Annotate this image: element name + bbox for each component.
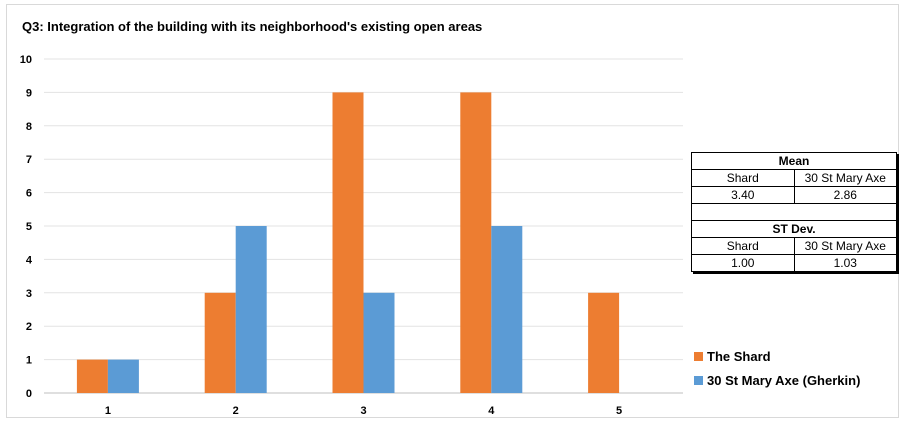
stdev-col-gherkin: 30 St Mary Axe bbox=[793, 237, 897, 255]
legend-label-shard: The Shard bbox=[707, 348, 771, 364]
stats-panel: Mean Shard 30 St Mary Axe 3.40 2.86 ST D… bbox=[691, 152, 897, 272]
mean-col-shard: Shard bbox=[691, 169, 795, 187]
stdev-value-gherkin: 1.03 bbox=[793, 254, 897, 272]
y-tick-label: 8 bbox=[26, 121, 32, 133]
bar-gherkin-4 bbox=[491, 226, 523, 393]
x-tick-label: 3 bbox=[360, 405, 366, 417]
y-tick-label: 1 bbox=[26, 355, 32, 367]
mean-heading: Mean bbox=[691, 152, 897, 170]
legend-label-gherkin: 30 St Mary Axe (Gherkin) bbox=[707, 372, 861, 388]
y-tick-label: 9 bbox=[26, 87, 32, 99]
y-tick-label: 10 bbox=[20, 54, 32, 66]
stdev-col-shard: Shard bbox=[691, 237, 795, 255]
stdev-heading: ST Dev. bbox=[691, 220, 897, 238]
y-tick-label: 0 bbox=[26, 388, 32, 400]
bar-gherkin-3 bbox=[363, 292, 395, 393]
mean-value-gherkin: 2.86 bbox=[793, 186, 897, 204]
bar-gherkin-2 bbox=[235, 226, 267, 393]
legend-swatch-gherkin bbox=[694, 375, 703, 385]
legend-swatch-shard bbox=[694, 351, 703, 361]
chart-legend: The Shard 30 St Mary Axe (Gherkin) bbox=[694, 344, 860, 392]
bar-shard-1 bbox=[76, 359, 108, 393]
legend-item-gherkin: 30 St Mary Axe (Gherkin) bbox=[694, 368, 860, 392]
bar-shard-4 bbox=[460, 92, 492, 394]
x-tick-label: 2 bbox=[233, 405, 239, 417]
y-tick-label: 5 bbox=[26, 221, 32, 233]
y-tick-label: 3 bbox=[26, 288, 32, 300]
x-tick-label: 1 bbox=[105, 405, 111, 417]
y-tick-label: 6 bbox=[26, 188, 32, 200]
chart-title: Q3: Integration of the building with its… bbox=[22, 19, 483, 34]
y-tick-label: 4 bbox=[26, 254, 33, 266]
mean-value-shard: 3.40 bbox=[691, 186, 795, 204]
bar-shard-5 bbox=[588, 292, 620, 393]
x-tick-label: 4 bbox=[488, 405, 495, 417]
stdev-value-shard: 1.00 bbox=[691, 254, 795, 272]
legend-item-shard: The Shard bbox=[694, 344, 860, 368]
bar-gherkin-1 bbox=[107, 359, 139, 393]
y-tick-label: 2 bbox=[26, 321, 32, 333]
y-tick-label: 7 bbox=[26, 154, 32, 166]
bar-shard-2 bbox=[204, 292, 236, 393]
bar-shard-3 bbox=[332, 92, 364, 394]
mean-col-gherkin: 30 St Mary Axe bbox=[793, 169, 897, 187]
stats-spacer bbox=[691, 203, 897, 221]
stats-table: Mean Shard 30 St Mary Axe 3.40 2.86 ST D… bbox=[691, 152, 897, 272]
x-tick-label: 5 bbox=[616, 405, 622, 417]
